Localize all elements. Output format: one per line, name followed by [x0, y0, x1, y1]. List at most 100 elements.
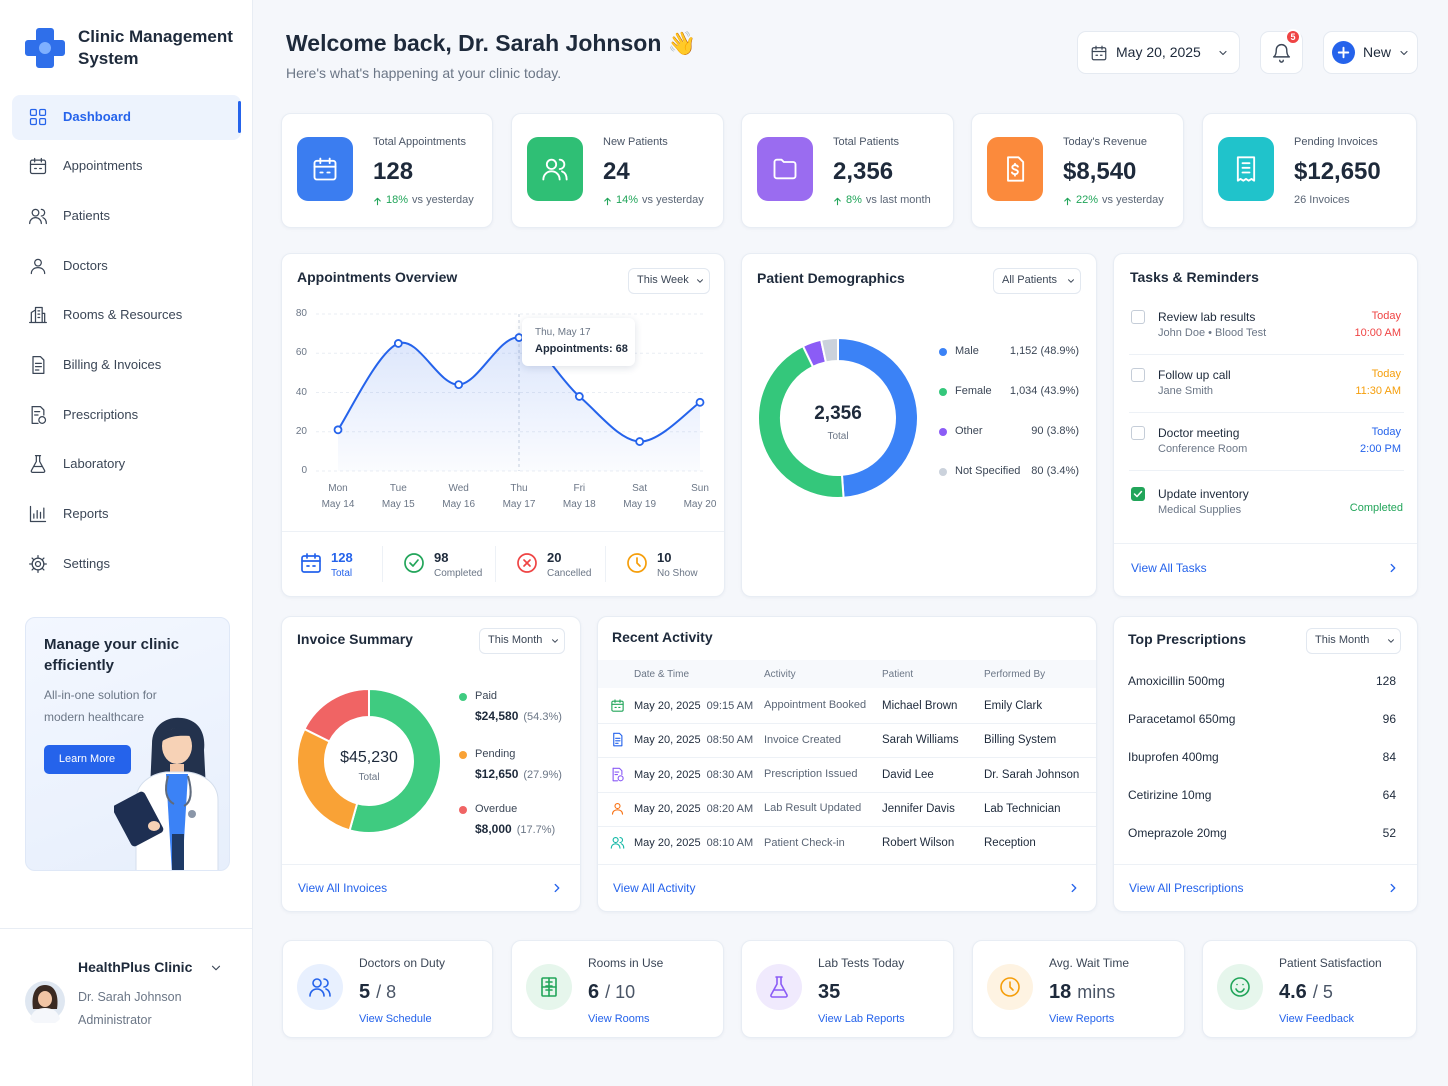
nav-item[interactable]: Doctors — [63, 257, 108, 273]
stat-change-note: vs yesterday — [412, 194, 474, 206]
icon — [1068, 279, 1074, 283]
icon-part — [1235, 983, 1245, 993]
icon — [542, 158, 568, 181]
icon-part — [541, 977, 557, 997]
icon-part — [29, 555, 47, 573]
bottom-stat-value: 6 — [588, 981, 600, 1003]
y-tick-label: 20 — [295, 425, 307, 437]
legend-value-row: $24,580 (54.3%) — [475, 708, 562, 725]
dropdown[interactable] — [1306, 628, 1401, 654]
learn-more-label[interactable]: Learn More — [58, 753, 116, 766]
icon-part — [301, 553, 321, 567]
icon-part — [313, 159, 337, 181]
card-link[interactable]: View All Prescriptions — [1129, 880, 1244, 895]
icon-part — [517, 553, 537, 573]
icon-part — [612, 767, 619, 781]
dropdown[interactable] — [993, 268, 1081, 294]
activity-type: Prescription Issued — [764, 767, 858, 780]
bottom-stat-link[interactable]: View Rooms — [588, 1013, 650, 1026]
activity-patient: David Lee — [882, 768, 934, 781]
icon — [627, 553, 647, 573]
icon-part — [31, 208, 40, 217]
nav-item[interactable]: Billing & Invoices — [63, 356, 162, 372]
checkbox[interactable] — [1131, 310, 1145, 324]
icon-part — [30, 258, 46, 275]
activity-time: 08:20 AM — [706, 802, 754, 815]
icon-part — [697, 279, 703, 283]
bottom-stat-link[interactable]: View Feedback — [1279, 1013, 1355, 1026]
icon-part — [1230, 977, 1250, 997]
icon — [30, 258, 46, 275]
activity-by: Reception — [984, 837, 1036, 850]
icon — [29, 306, 47, 324]
checkbox[interactable] — [1131, 368, 1145, 382]
bottom-stat-link[interactable]: View Reports — [1049, 1013, 1115, 1026]
y-tick-label: 0 — [301, 465, 307, 476]
task-day: Today — [1371, 310, 1401, 323]
icon-part — [313, 157, 337, 174]
icon-part — [610, 843, 621, 849]
icon — [313, 157, 337, 181]
y-tick-label: 40 — [295, 386, 307, 398]
stat-change-note: vs yesterday — [1102, 194, 1164, 206]
logo-dot — [39, 42, 51, 54]
notification-badge — [1285, 29, 1301, 45]
nav-item[interactable]: Patients — [63, 207, 110, 223]
date-picker[interactable] — [1077, 31, 1240, 74]
nav-item[interactable]: Prescriptions — [63, 406, 139, 422]
legend-dot — [939, 348, 947, 356]
card-link[interactable]: View All Invoices — [298, 880, 388, 895]
legend-value: $24,580 — [475, 709, 519, 723]
icon-part — [604, 197, 611, 206]
nav-item[interactable]: Laboratory — [63, 455, 126, 471]
icon-part — [211, 965, 221, 971]
nav-item[interactable]: Rooms & Resources — [63, 306, 183, 322]
dropdown-label: This Month — [488, 634, 543, 647]
icon-part — [542, 158, 568, 181]
task-time: 11:30 AM — [1355, 385, 1401, 398]
checkbox-checked[interactable] — [1131, 487, 1145, 501]
icon-part — [615, 737, 621, 745]
dropdown-label: This Month — [1315, 634, 1370, 647]
activity-type: Invoice Created — [764, 733, 842, 746]
bottom-stat-value: 18 — [1049, 981, 1072, 1003]
icon-part — [29, 157, 47, 175]
dropdown[interactable] — [628, 268, 710, 294]
x-tick-label: Tue — [389, 483, 407, 494]
stat-icon-bg — [527, 137, 583, 201]
nav-item[interactable]: Settings — [63, 555, 110, 571]
icon-part — [32, 356, 45, 374]
icon — [374, 197, 381, 206]
dropdown[interactable] — [479, 628, 565, 654]
icon — [611, 802, 624, 815]
bottom-stat-link[interactable]: View Lab Reports — [818, 1013, 905, 1026]
promo-title: Manage your clinic efficiently — [44, 636, 180, 674]
icon-part — [1388, 639, 1394, 643]
checkbox[interactable] — [1131, 426, 1145, 440]
card-link[interactable]: View All Tasks — [1131, 560, 1207, 575]
icon-part — [619, 837, 625, 849]
nav-item[interactable]: Reports — [63, 505, 109, 521]
prescription-name: Amoxicillin 500mg — [1128, 673, 1225, 688]
icon-part — [29, 217, 42, 225]
nav-item[interactable]: Appointments — [63, 157, 143, 173]
icon-part — [770, 976, 788, 998]
card-link[interactable]: View All Activity — [613, 880, 696, 895]
stat-label: Total Patients — [833, 136, 900, 149]
learn-more-button[interactable] — [44, 745, 131, 774]
bottom-stat-link[interactable]: View Schedule — [359, 1013, 432, 1026]
legend-dot — [939, 388, 947, 396]
icon-part — [1071, 883, 1077, 893]
icon — [1390, 883, 1396, 893]
icon-part — [627, 553, 647, 573]
legend-value: $12,650 — [475, 767, 519, 781]
icon-part — [301, 555, 321, 573]
task-divider — [1129, 412, 1404, 413]
activity-date: May 20, 2025 — [634, 768, 701, 781]
promo-card — [25, 617, 230, 871]
stat-change-value: 22% — [1076, 194, 1099, 206]
nav-item[interactable]: Dashboard — [63, 108, 131, 124]
prescription-count: 96 — [1382, 711, 1396, 726]
icon-part — [29, 306, 47, 324]
